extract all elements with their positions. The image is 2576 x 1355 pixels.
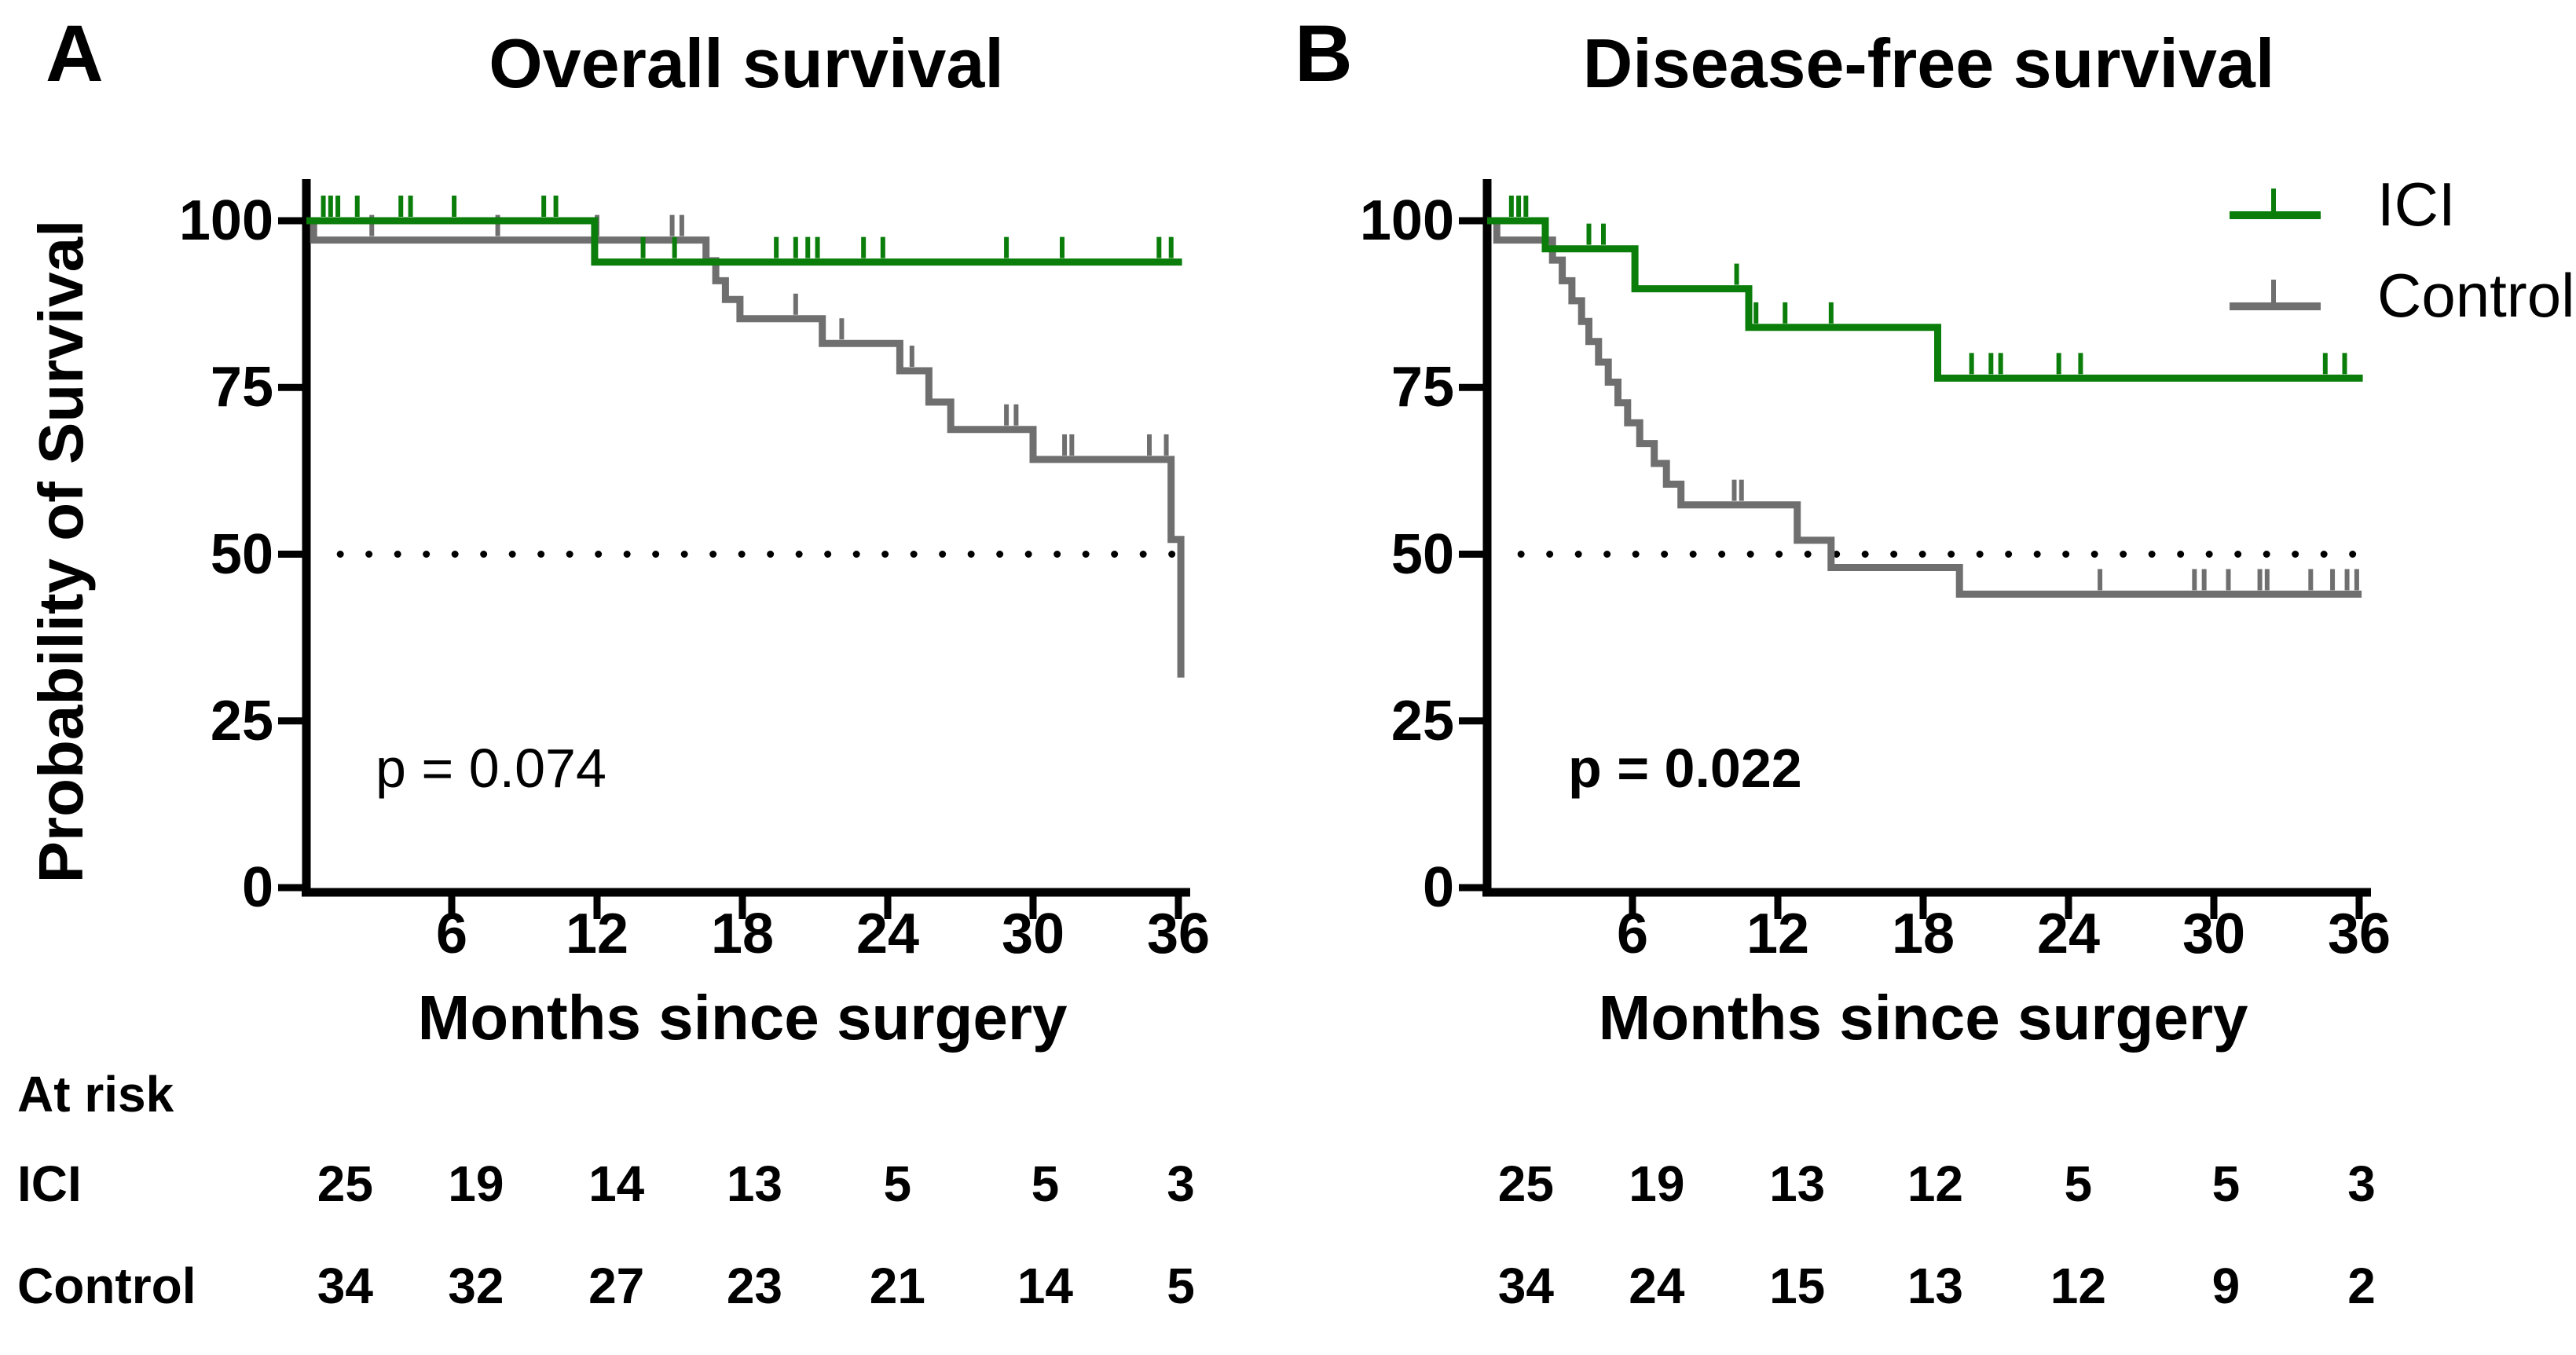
y-tick-label: 100 bbox=[178, 189, 273, 252]
x-tick-label: 6 bbox=[435, 903, 467, 965]
panel-a-title: Overall survival bbox=[489, 24, 1004, 102]
x-tick-label: 24 bbox=[2036, 903, 2101, 965]
panel-b-title: Disease-free survival bbox=[1582, 24, 2275, 102]
x-tick-label: 6 bbox=[1616, 903, 1648, 965]
y-tick-label: 0 bbox=[241, 856, 273, 919]
panel-a-letter: A bbox=[46, 9, 104, 98]
panel-b-x-axis-label: Months since surgery bbox=[1598, 983, 2248, 1053]
at-risk-value-ici: 13 bbox=[1769, 1155, 1826, 1212]
x-tick-label: 12 bbox=[565, 903, 629, 965]
legend-item-control: Control bbox=[2225, 261, 2575, 330]
ici-line-symbol-icon bbox=[2230, 189, 2321, 219]
at-risk-value-control: 24 bbox=[1629, 1258, 1685, 1314]
panel-b-p-value: p = 0.022 bbox=[1568, 738, 1802, 799]
at-risk-value-control: 34 bbox=[1497, 1258, 1554, 1314]
at-risk-value-control: 9 bbox=[2211, 1258, 2241, 1314]
at-risk-value-control: 27 bbox=[588, 1258, 645, 1314]
y-tick-label: 25 bbox=[1391, 689, 1454, 753]
at-risk-value-ici: 19 bbox=[1629, 1155, 1685, 1212]
at-risk-value-ici: 5 bbox=[1031, 1155, 1060, 1212]
at-risk-value-control: 15 bbox=[1769, 1258, 1826, 1314]
x-tick-label: 18 bbox=[1891, 903, 1955, 965]
at-risk-value-ici: 3 bbox=[2347, 1155, 2376, 1212]
km-curve-ici bbox=[306, 217, 1182, 266]
at-risk-value-ici: 5 bbox=[883, 1155, 912, 1212]
km-curve-control bbox=[1487, 217, 2362, 598]
legend-label-control: Control bbox=[2377, 261, 2575, 330]
at-risk-value-control: 13 bbox=[1907, 1258, 1963, 1314]
at-risk-value-control: 34 bbox=[317, 1258, 373, 1314]
control-line-symbol-icon bbox=[2230, 280, 2321, 310]
at-risk-row-label-ici: ICI bbox=[17, 1155, 82, 1212]
x-tick-label: 36 bbox=[2327, 903, 2391, 965]
y-tick-label: 50 bbox=[210, 522, 273, 586]
at-risk-value-ici: 12 bbox=[1907, 1155, 1963, 1212]
km-curve-ici bbox=[1487, 217, 2363, 382]
at-risk-value-control: 14 bbox=[1017, 1258, 1073, 1314]
y-tick-label: 75 bbox=[210, 356, 273, 419]
x-tick-label: 18 bbox=[710, 903, 775, 965]
km-curve-control bbox=[306, 217, 1185, 678]
at-risk-value-control: 5 bbox=[1167, 1258, 1195, 1314]
at-risk-value-ici: 25 bbox=[317, 1155, 373, 1212]
y-tick-label: 100 bbox=[1359, 189, 1454, 252]
legend-label-ici: ICI bbox=[2377, 170, 2456, 239]
x-tick-label: 30 bbox=[2182, 903, 2246, 965]
y-tick-label: 25 bbox=[210, 689, 273, 753]
panel-b-letter: B bbox=[1295, 9, 1353, 98]
at-risk-value-ici: 13 bbox=[726, 1155, 782, 1212]
legend-item-ici: ICI bbox=[2225, 170, 2456, 239]
at-risk-value-ici: 5 bbox=[2211, 1155, 2241, 1212]
at-risk-value-ici: 14 bbox=[588, 1155, 645, 1212]
y-tick-label: 50 bbox=[1391, 522, 1454, 586]
x-tick-label: 12 bbox=[1746, 903, 1810, 965]
x-tick-label: 30 bbox=[1001, 903, 1065, 965]
at-risk-header: At risk bbox=[17, 1066, 174, 1122]
panel-a-x-axis-label: Months since surgery bbox=[417, 983, 1068, 1053]
at-risk-value-control: 21 bbox=[869, 1258, 925, 1314]
at-risk-value-ici: 5 bbox=[2064, 1155, 2093, 1212]
at-risk-value-ici: 19 bbox=[448, 1155, 504, 1212]
at-risk-value-control: 32 bbox=[448, 1258, 504, 1314]
panel-a-p-value: p = 0.074 bbox=[376, 738, 606, 799]
y-tick-label: 75 bbox=[1391, 356, 1454, 419]
x-tick-label: 36 bbox=[1146, 903, 1211, 965]
at-risk-value-ici: 25 bbox=[1497, 1155, 1554, 1212]
at-risk-value-control: 12 bbox=[2050, 1258, 2106, 1314]
at-risk-value-control: 23 bbox=[726, 1258, 782, 1314]
x-tick-label: 24 bbox=[856, 903, 920, 965]
y-tick-label: 0 bbox=[1422, 856, 1454, 919]
at-risk-value-control: 2 bbox=[2347, 1258, 2376, 1314]
at-risk-value-ici: 3 bbox=[1167, 1155, 1195, 1212]
at-risk-row-label-control: Control bbox=[17, 1258, 196, 1314]
